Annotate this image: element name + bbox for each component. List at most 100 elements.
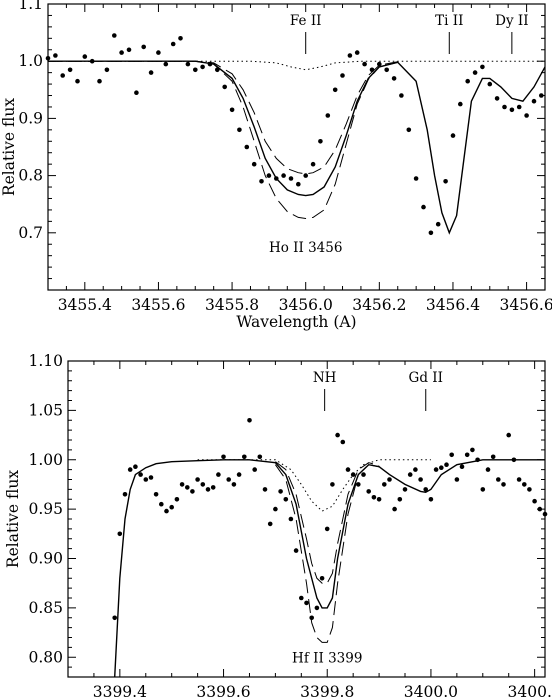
- data-point: [231, 482, 237, 487]
- data-point: [296, 181, 301, 187]
- feature-label: Hf II 3399: [292, 650, 362, 666]
- x-tick-label: 3456.6: [499, 296, 552, 314]
- data-point: [501, 482, 506, 487]
- data-point: [406, 127, 412, 133]
- y-tick-label: 1.1: [18, 0, 43, 13]
- data-point: [185, 61, 191, 67]
- data-point: [148, 70, 154, 75]
- data-point: [369, 67, 375, 73]
- data-point: [428, 497, 434, 502]
- data-point: [324, 526, 330, 532]
- data-point: [119, 50, 124, 55]
- y-tick-label: 1.05: [28, 401, 63, 419]
- data-point: [402, 487, 408, 492]
- data-point: [527, 487, 532, 492]
- data-point: [524, 113, 529, 118]
- data-point: [159, 501, 164, 507]
- data-point: [531, 98, 537, 104]
- data-point: [350, 472, 356, 477]
- data-point: [170, 41, 176, 47]
- data-point: [392, 506, 397, 512]
- data-point: [309, 615, 315, 621]
- data-point: [288, 516, 294, 522]
- data-point: [304, 600, 309, 606]
- data-point: [433, 467, 439, 472]
- data-point: [266, 173, 272, 178]
- model-curve-dashed: [274, 464, 380, 643]
- data-point: [459, 464, 465, 470]
- data-point: [399, 93, 404, 98]
- data-point: [236, 472, 242, 477]
- data-point: [200, 482, 206, 487]
- y-tick-label: 0.8: [18, 167, 43, 185]
- data-point: [133, 464, 138, 470]
- data-point: [283, 497, 289, 502]
- data-point: [428, 230, 434, 236]
- data-point: [138, 472, 143, 477]
- data-point: [156, 50, 161, 55]
- data-point: [335, 432, 340, 438]
- data-point: [82, 54, 88, 59]
- data-point: [377, 61, 382, 67]
- data-point: [242, 454, 247, 460]
- model-curve-dashed: [275, 461, 380, 584]
- data-point: [362, 61, 367, 67]
- data-point: [458, 101, 463, 107]
- data-point: [376, 497, 382, 502]
- data-point: [126, 47, 132, 53]
- data-point: [169, 504, 174, 510]
- data-point: [490, 454, 496, 460]
- data-point: [454, 477, 460, 482]
- data-point: [502, 104, 507, 110]
- data-point: [97, 78, 102, 84]
- y-tick-label: 0.85: [28, 599, 63, 617]
- data-point: [509, 107, 515, 113]
- data-point: [216, 472, 221, 477]
- line-annotation-label: Gd II: [409, 370, 443, 386]
- data-point: [494, 96, 500, 101]
- y-tick-label: 0.90: [28, 550, 63, 568]
- data-point: [391, 76, 397, 81]
- data-point: [516, 104, 522, 110]
- line-annotation-label: Dy II: [495, 13, 528, 29]
- x-tick-label: 3455.8: [205, 296, 259, 314]
- data-point: [366, 489, 372, 494]
- y-tick-label: 1.0: [18, 52, 43, 70]
- data-point: [141, 44, 146, 50]
- data-point: [325, 113, 331, 118]
- data-point: [384, 67, 390, 73]
- top-chart: 3455.4 3455.6 3455.8 3456.0 3456.2 3456.4 3456…: [0, 0, 552, 331]
- data-point: [273, 506, 278, 512]
- line-annotation-label: NH: [313, 370, 337, 386]
- data-point: [382, 482, 387, 487]
- line-annotation-label: Fe II: [290, 13, 322, 29]
- data-point: [511, 457, 517, 463]
- data-point: [229, 107, 235, 113]
- line-annotation-label: Ti II: [435, 13, 463, 29]
- data-point: [89, 58, 95, 64]
- data-point: [303, 173, 309, 178]
- data-point: [53, 53, 58, 58]
- data-point: [354, 50, 360, 55]
- data-point: [293, 548, 299, 553]
- data-point: [361, 472, 366, 477]
- data-point: [371, 495, 377, 500]
- data-point: [319, 576, 325, 581]
- plot-frame: [47, 3, 546, 291]
- data-point: [195, 477, 200, 482]
- x-tick-label: 3400.0: [404, 683, 458, 697]
- data-point: [252, 467, 257, 472]
- data-point: [340, 73, 345, 78]
- data-point: [200, 64, 205, 70]
- data-point: [143, 477, 149, 482]
- data-point: [487, 81, 493, 87]
- data-point: [251, 161, 257, 167]
- data-point: [423, 487, 429, 492]
- data-point: [332, 87, 338, 93]
- data-point: [480, 487, 486, 492]
- data-point: [475, 457, 480, 463]
- data-point: [274, 176, 279, 181]
- data-point: [435, 221, 441, 227]
- x-tick-label: 3399.8: [300, 683, 354, 697]
- data-point: [449, 452, 455, 458]
